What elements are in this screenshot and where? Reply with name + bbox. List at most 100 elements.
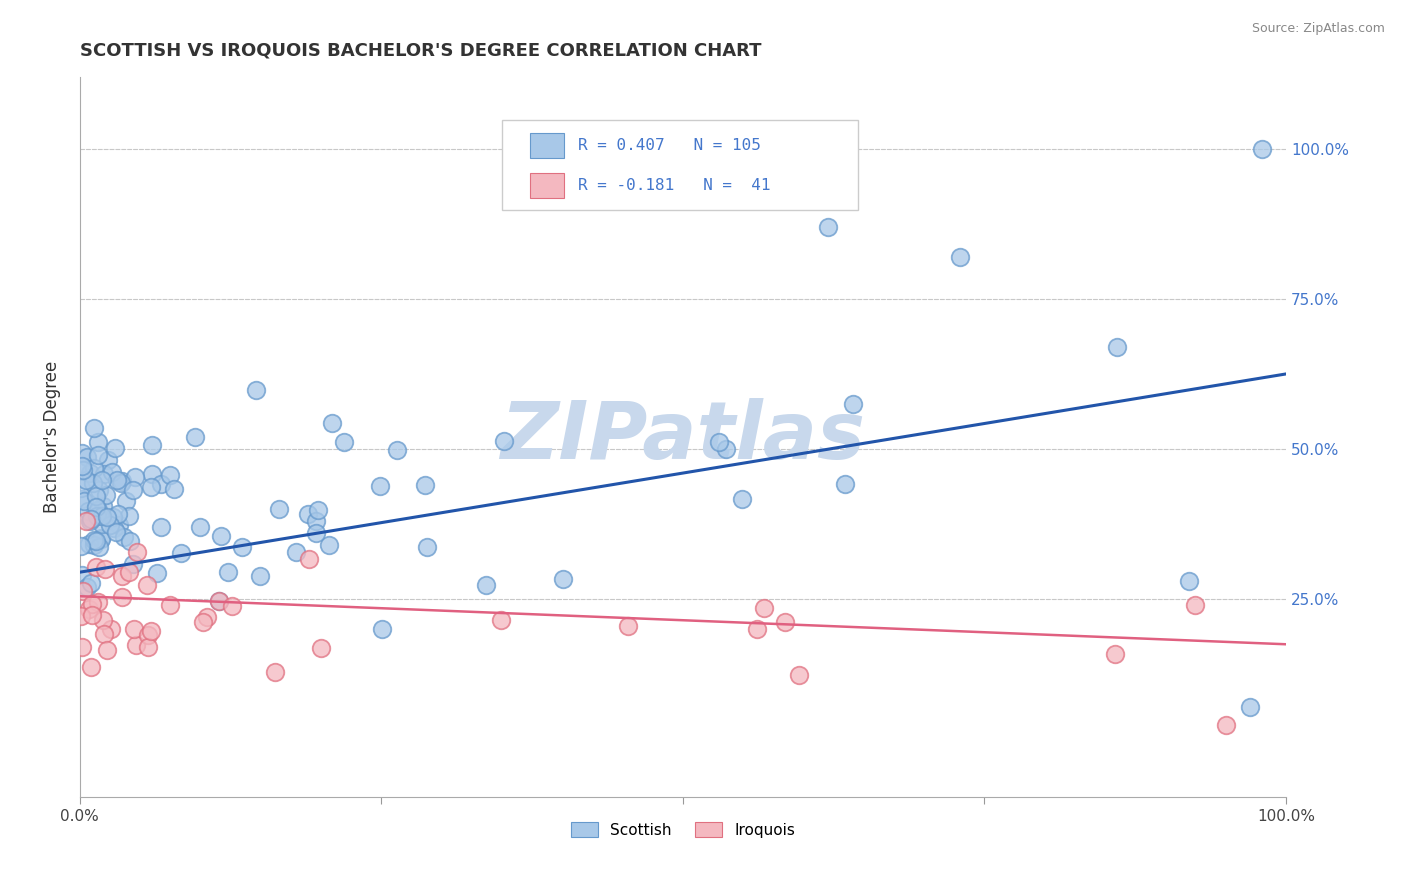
Point <box>94 488 117 502</box>
Point <box>817 219 839 234</box>
Point <box>72 463 94 477</box>
Point <box>82 608 104 623</box>
Point <box>111 474 134 488</box>
Point <box>79 537 101 551</box>
Point <box>101 465 124 479</box>
Point <box>773 615 796 629</box>
Point <box>70 539 93 553</box>
Point <box>169 546 191 560</box>
Point <box>385 443 408 458</box>
Point <box>70 568 93 582</box>
Point <box>118 565 141 579</box>
Point <box>305 526 328 541</box>
Point <box>70 491 93 506</box>
Point <box>73 494 96 508</box>
Point <box>76 503 98 517</box>
Point <box>103 509 125 524</box>
Point <box>489 613 512 627</box>
Point <box>307 503 329 517</box>
Point <box>96 642 118 657</box>
Point <box>93 467 115 482</box>
Bar <box>530 133 564 158</box>
Point <box>124 469 146 483</box>
Point <box>80 576 103 591</box>
Point <box>87 595 110 609</box>
Point <box>77 601 100 615</box>
Point <box>72 583 94 598</box>
Point <box>86 560 108 574</box>
Point <box>221 599 243 614</box>
Point <box>159 598 181 612</box>
Point <box>141 480 163 494</box>
Point <box>714 442 737 457</box>
Point <box>89 540 111 554</box>
Point <box>318 538 340 552</box>
Point <box>96 510 118 524</box>
Point <box>76 580 98 594</box>
Point <box>118 508 141 523</box>
Point <box>264 665 287 680</box>
Point <box>475 577 498 591</box>
Point <box>747 622 769 636</box>
Point <box>1184 599 1206 613</box>
Point <box>83 533 105 547</box>
Point <box>139 624 162 639</box>
Point <box>551 572 574 586</box>
Point <box>195 609 218 624</box>
Bar <box>530 173 564 198</box>
Point <box>146 566 169 580</box>
Text: ZIPatlas: ZIPatlas <box>501 398 866 476</box>
Point <box>83 538 105 552</box>
Point <box>70 608 93 623</box>
Point <box>707 434 730 449</box>
Point <box>96 452 118 467</box>
Point <box>309 641 332 656</box>
Point <box>120 534 142 549</box>
Point <box>416 540 439 554</box>
Point <box>834 476 856 491</box>
Point <box>91 500 114 514</box>
Point <box>80 598 103 612</box>
Point <box>90 531 112 545</box>
Point <box>193 615 215 630</box>
Point <box>91 516 114 531</box>
Point <box>188 520 211 534</box>
Point <box>208 593 231 607</box>
Point <box>72 446 94 460</box>
Point <box>249 569 271 583</box>
Point <box>70 458 93 473</box>
Point <box>1107 340 1129 354</box>
Point <box>731 492 754 507</box>
Point <box>136 578 159 592</box>
Point <box>107 517 129 532</box>
Point <box>79 514 101 528</box>
Point <box>141 467 163 482</box>
Point <box>84 500 107 514</box>
FancyBboxPatch shape <box>502 120 858 210</box>
Point <box>98 518 121 533</box>
Point <box>112 530 135 544</box>
Text: SCOTTISH VS IROQUOIS BACHELOR'S DEGREE CORRELATION CHART: SCOTTISH VS IROQUOIS BACHELOR'S DEGREE C… <box>80 42 762 60</box>
Point <box>103 441 125 455</box>
Point <box>111 590 134 604</box>
Point <box>86 504 108 518</box>
Legend: Scottish, Iroquois: Scottish, Iroquois <box>564 815 801 844</box>
Point <box>209 529 232 543</box>
Point <box>70 481 93 495</box>
Point <box>125 638 148 652</box>
Point <box>100 622 122 636</box>
Point <box>107 507 129 521</box>
Point <box>159 468 181 483</box>
Point <box>1239 700 1261 714</box>
Point <box>80 512 103 526</box>
Point <box>841 397 863 411</box>
Point <box>752 600 775 615</box>
Point <box>93 613 115 627</box>
Point <box>103 521 125 535</box>
Point <box>83 421 105 435</box>
Point <box>298 552 321 566</box>
Point <box>93 562 115 576</box>
Point <box>332 435 354 450</box>
Point <box>269 501 291 516</box>
Point <box>297 507 319 521</box>
